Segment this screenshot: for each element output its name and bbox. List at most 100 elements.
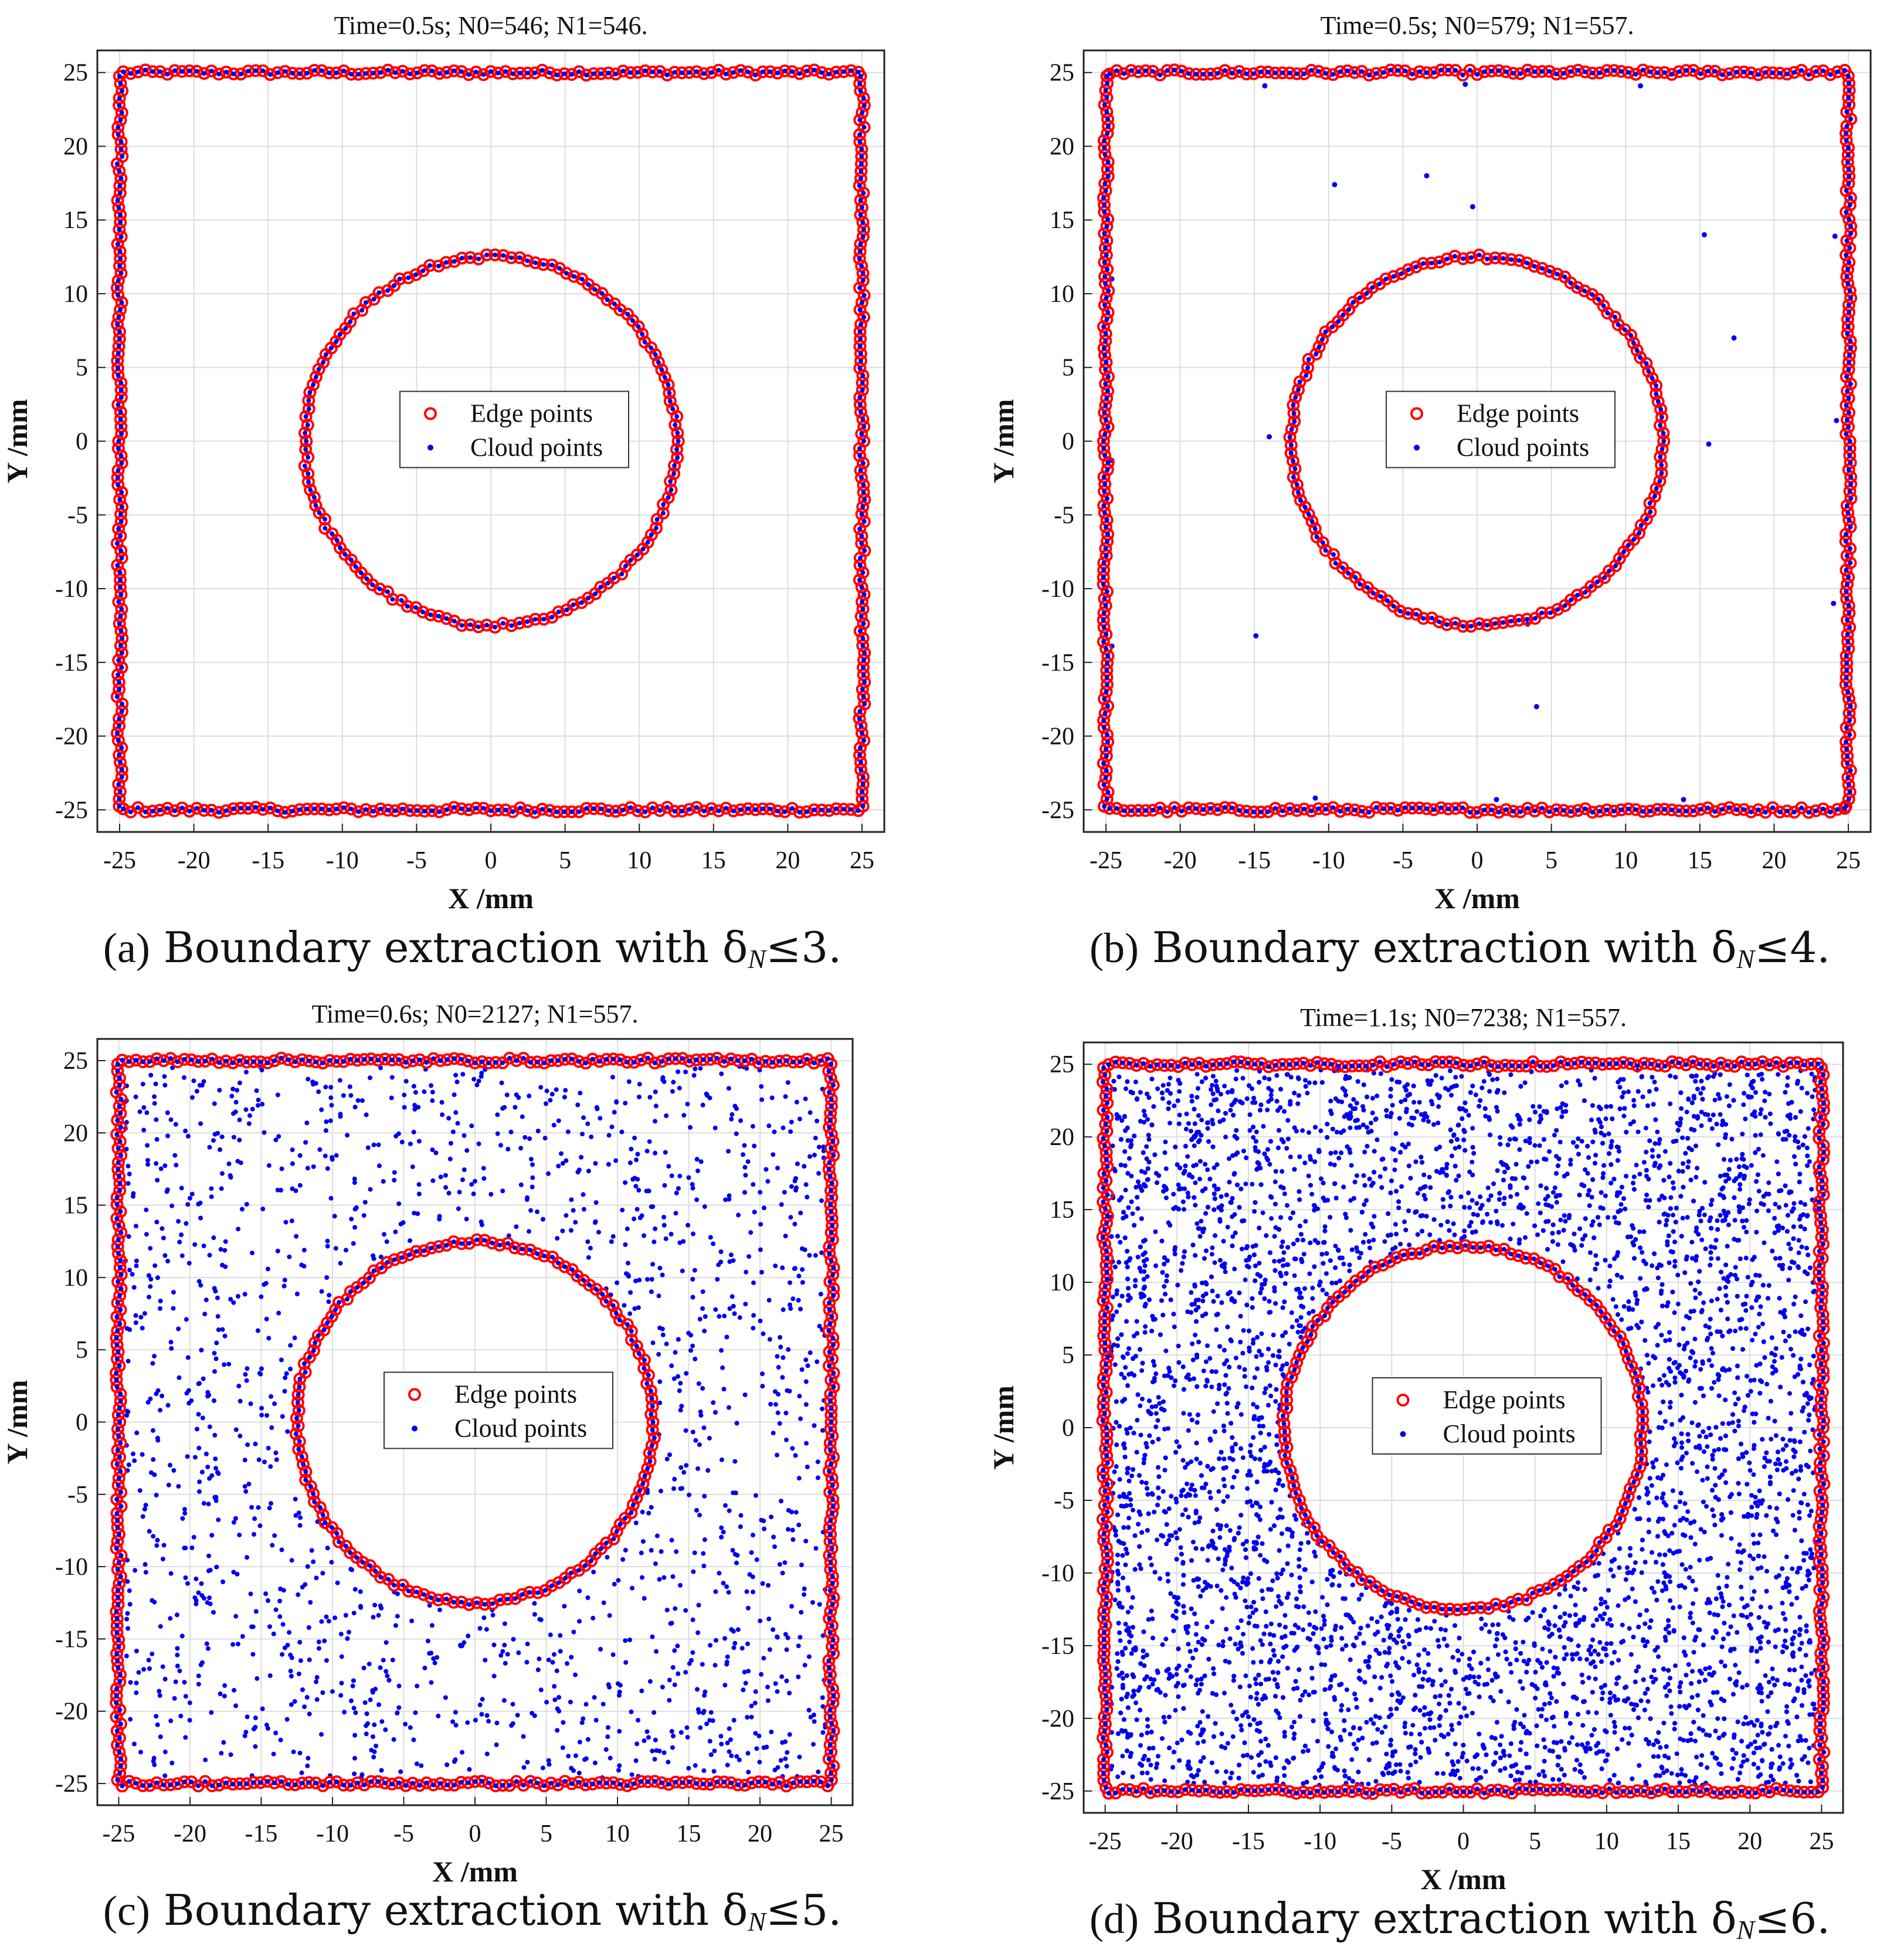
edge-point: [1401, 607, 1415, 620]
cloud-point: [376, 1702, 381, 1707]
cloud-point: [292, 1335, 297, 1340]
cloud-point: [365, 1721, 371, 1726]
cloud-point: [117, 1188, 123, 1193]
cloud-point: [118, 409, 123, 415]
edge-point: [175, 801, 189, 815]
chart-title: Time=0.5s; N0=546; N1=546.: [334, 11, 648, 40]
cloud-point: [775, 1410, 780, 1415]
cloud-point: [772, 1767, 778, 1772]
cloud-point: [476, 624, 481, 630]
cloud-point: [656, 1293, 661, 1299]
cloud-point: [1659, 415, 1664, 420]
cloud-point: [593, 1200, 599, 1205]
cloud-point: [1518, 71, 1523, 76]
cloud-point: [830, 1686, 835, 1691]
edge-point: [655, 363, 668, 376]
cloud-point: [584, 806, 589, 811]
cloud-point: [382, 1232, 386, 1237]
cloud-point: [861, 738, 867, 743]
cloud-point: [635, 70, 640, 75]
cloud-point: [293, 1497, 298, 1502]
cloud-point: [857, 117, 863, 123]
cloud-point: [647, 1139, 652, 1144]
cloud-point: [650, 1340, 656, 1346]
cloud-point: [430, 1089, 435, 1095]
cloud-point: [789, 69, 795, 74]
cloud-point: [1105, 159, 1111, 165]
cloud-point: [745, 69, 751, 74]
cloud-point: [642, 1357, 647, 1363]
cloud-point: [212, 1351, 217, 1356]
cloud-point: [1698, 71, 1703, 76]
cloud-point: [351, 311, 357, 317]
cloud-point: [229, 1093, 235, 1099]
cloud-point: [1626, 806, 1631, 811]
cloud-point: [857, 366, 863, 371]
cloud-point: [1323, 807, 1328, 812]
edge-point: [1542, 805, 1556, 818]
cloud-point: [118, 760, 123, 765]
edge-point: [857, 588, 871, 601]
cloud-point: [538, 1687, 544, 1693]
cloud-point: [1662, 807, 1667, 812]
cloud-point: [652, 1061, 657, 1066]
cloud-point: [713, 1589, 718, 1594]
cloud-point: [651, 1239, 657, 1245]
cloud-point: [119, 767, 124, 772]
cloud-point: [563, 1088, 568, 1093]
edge-point: [1387, 270, 1400, 283]
cloud-point: [250, 1106, 255, 1112]
cloud-point: [157, 1693, 162, 1698]
cloud-point: [752, 1700, 758, 1706]
cloud-point: [289, 1673, 294, 1679]
cloud-point: [1845, 760, 1850, 766]
cloud-point: [175, 1059, 180, 1064]
cloud-point: [217, 1088, 222, 1093]
cloud-point: [359, 308, 365, 313]
cloud-point: [151, 1428, 155, 1433]
cloud-point: [1844, 661, 1850, 665]
cloud-point: [117, 1181, 123, 1186]
cloud-point: [620, 1557, 626, 1562]
cloud-point: [116, 1146, 121, 1151]
edge-point: [853, 624, 867, 638]
x-tick-label: -25: [103, 847, 136, 874]
cloud-point: [173, 1679, 178, 1684]
cloud-point: [704, 1721, 710, 1727]
cloud-point: [209, 1057, 215, 1062]
cloud-point: [795, 1161, 800, 1166]
cloud-point: [676, 1186, 681, 1191]
edge-point: [491, 66, 505, 80]
cloud-point: [334, 538, 340, 543]
cloud-point: [591, 806, 596, 811]
cloud-point: [858, 351, 863, 356]
cloud-point: [745, 806, 751, 811]
edge-point: [469, 65, 483, 79]
cloud-point: [1296, 387, 1301, 392]
legend-edge-label: Edge points: [1457, 399, 1579, 428]
cloud-point: [352, 1755, 357, 1761]
cloud-point: [1421, 616, 1426, 621]
cloud-point: [812, 807, 817, 813]
cloud-point: [452, 259, 457, 264]
cloud-point: [760, 1371, 765, 1377]
cloud-point: [276, 1134, 281, 1139]
cloud-point: [436, 1244, 442, 1249]
cloud-point: [555, 1706, 560, 1711]
cloud-point: [556, 1118, 561, 1123]
cloud-point: [687, 1492, 692, 1497]
edge-point: [1723, 801, 1736, 814]
cloud-point: [1763, 70, 1768, 75]
cloud-point: [1121, 808, 1126, 813]
cloud-point: [297, 1183, 303, 1188]
cloud-point: [859, 161, 864, 167]
cloud-point: [400, 69, 405, 74]
cloud-point: [776, 1365, 781, 1370]
cloud-point: [731, 1303, 736, 1309]
cloud-point: [1590, 70, 1595, 76]
cloud-point: [481, 806, 486, 811]
cloud-point: [1104, 238, 1109, 243]
cloud-point: [118, 417, 123, 422]
cloud-point: [118, 307, 123, 312]
